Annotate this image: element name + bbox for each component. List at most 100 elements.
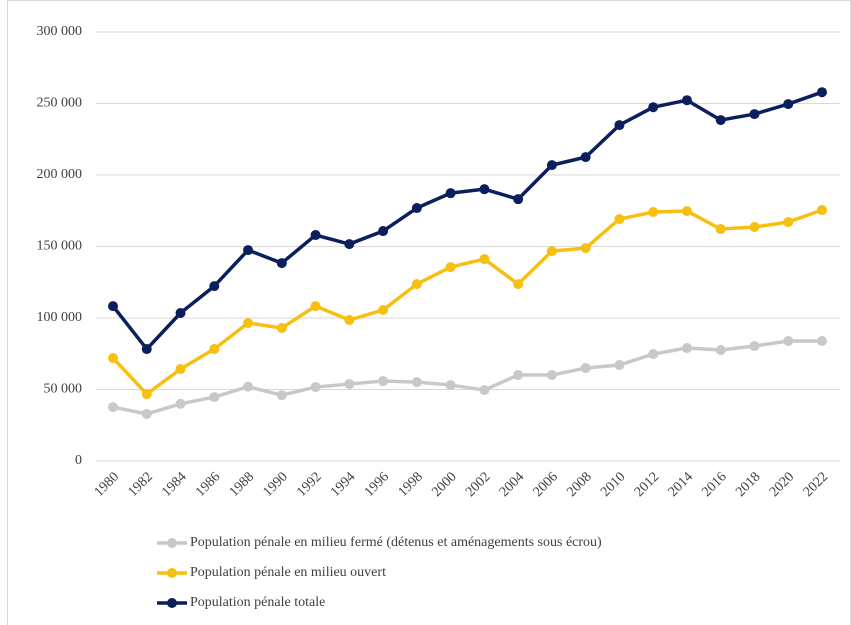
- x-tick-label: 1996: [362, 469, 392, 499]
- point: [175, 398, 186, 409]
- point: [445, 380, 456, 391]
- point: [749, 109, 760, 120]
- x-tick-label: 1986: [193, 469, 223, 499]
- x-tick-label: 2000: [429, 469, 459, 499]
- y-tick-label: 300 000: [37, 24, 83, 39]
- legend-marker: [167, 568, 177, 578]
- point: [749, 341, 760, 352]
- point: [310, 301, 321, 312]
- point: [681, 343, 692, 354]
- point: [715, 115, 726, 126]
- point: [681, 206, 692, 217]
- legend-label: Population pénale totale: [190, 595, 325, 610]
- legend-label: Population pénale en milieu ouvert: [190, 565, 386, 580]
- x-tick-label: 1988: [227, 469, 257, 499]
- x-tick-label: 2002: [463, 469, 493, 499]
- point: [546, 160, 557, 171]
- point: [546, 370, 557, 381]
- point: [310, 230, 321, 241]
- point: [648, 349, 659, 360]
- point: [411, 377, 422, 388]
- point: [209, 281, 220, 292]
- y-tick-label: 0: [75, 453, 82, 468]
- point: [546, 246, 557, 257]
- point: [614, 360, 625, 371]
- point: [513, 194, 524, 205]
- point: [141, 389, 152, 400]
- point: [411, 203, 422, 214]
- point: [783, 336, 794, 347]
- legend-label: Population pénale en milieu fermé (déten…: [190, 535, 602, 550]
- point: [243, 318, 254, 329]
- y-tick-label: 100 000: [37, 310, 83, 325]
- series-line: [112, 339, 822, 416]
- point: [681, 95, 692, 106]
- point: [276, 323, 287, 334]
- legend-marker: [167, 598, 177, 608]
- x-tick-label: 2010: [598, 469, 628, 499]
- y-tick-label: 200 000: [37, 167, 83, 182]
- y-tick-label: 250 000: [37, 96, 83, 111]
- point: [783, 99, 794, 110]
- x-tick-label: 2014: [666, 469, 696, 499]
- point: [276, 390, 287, 401]
- point: [715, 345, 726, 356]
- point: [749, 222, 760, 233]
- x-tick-label: 2004: [497, 469, 527, 499]
- point: [580, 152, 591, 163]
- point: [108, 353, 118, 364]
- point: [648, 207, 659, 218]
- y-tick-label: 50 000: [44, 382, 83, 397]
- legend-marker: [167, 538, 177, 548]
- x-tick-label: 1990: [261, 469, 291, 499]
- point: [141, 408, 152, 419]
- point: [715, 224, 726, 235]
- point: [614, 120, 625, 131]
- x-tick-label: 1984: [159, 469, 189, 499]
- point: [580, 243, 591, 254]
- x-tick-label: 2020: [767, 469, 797, 499]
- x-tick-label: 1998: [396, 469, 426, 499]
- point: [783, 217, 794, 228]
- x-tick-label: 2016: [699, 469, 729, 499]
- point: [445, 188, 456, 199]
- point: [175, 307, 186, 318]
- chart-border: [7, 0, 851, 625]
- series-line: [111, 90, 823, 351]
- point: [344, 315, 355, 326]
- point: [479, 385, 490, 396]
- point: [817, 87, 827, 98]
- point: [614, 214, 625, 225]
- point: [276, 258, 287, 269]
- point: [378, 226, 389, 237]
- point: [817, 205, 827, 216]
- point: [243, 245, 254, 256]
- point: [513, 279, 524, 290]
- point: [411, 279, 422, 290]
- point: [580, 363, 591, 374]
- point: [378, 376, 389, 387]
- series-line: [111, 208, 823, 396]
- x-tick-label: 2018: [733, 469, 763, 499]
- x-tick-label: 2022: [801, 469, 831, 499]
- point: [648, 102, 659, 113]
- point: [175, 364, 186, 375]
- x-tick-label: 1992: [294, 469, 324, 499]
- point: [243, 381, 254, 392]
- x-tick-label: 2006: [531, 469, 561, 499]
- y-tick-label: 150 000: [37, 239, 83, 254]
- point: [344, 379, 355, 390]
- point: [209, 392, 220, 403]
- point: [108, 402, 118, 413]
- x-tick-label: 1982: [125, 469, 155, 499]
- x-tick-label: 1980: [92, 469, 122, 499]
- point: [141, 344, 152, 355]
- point: [817, 336, 827, 347]
- point: [209, 344, 220, 355]
- point: [479, 254, 490, 265]
- point: [310, 382, 321, 393]
- x-tick-label: 1994: [328, 469, 358, 499]
- point: [513, 370, 524, 381]
- point: [479, 184, 490, 195]
